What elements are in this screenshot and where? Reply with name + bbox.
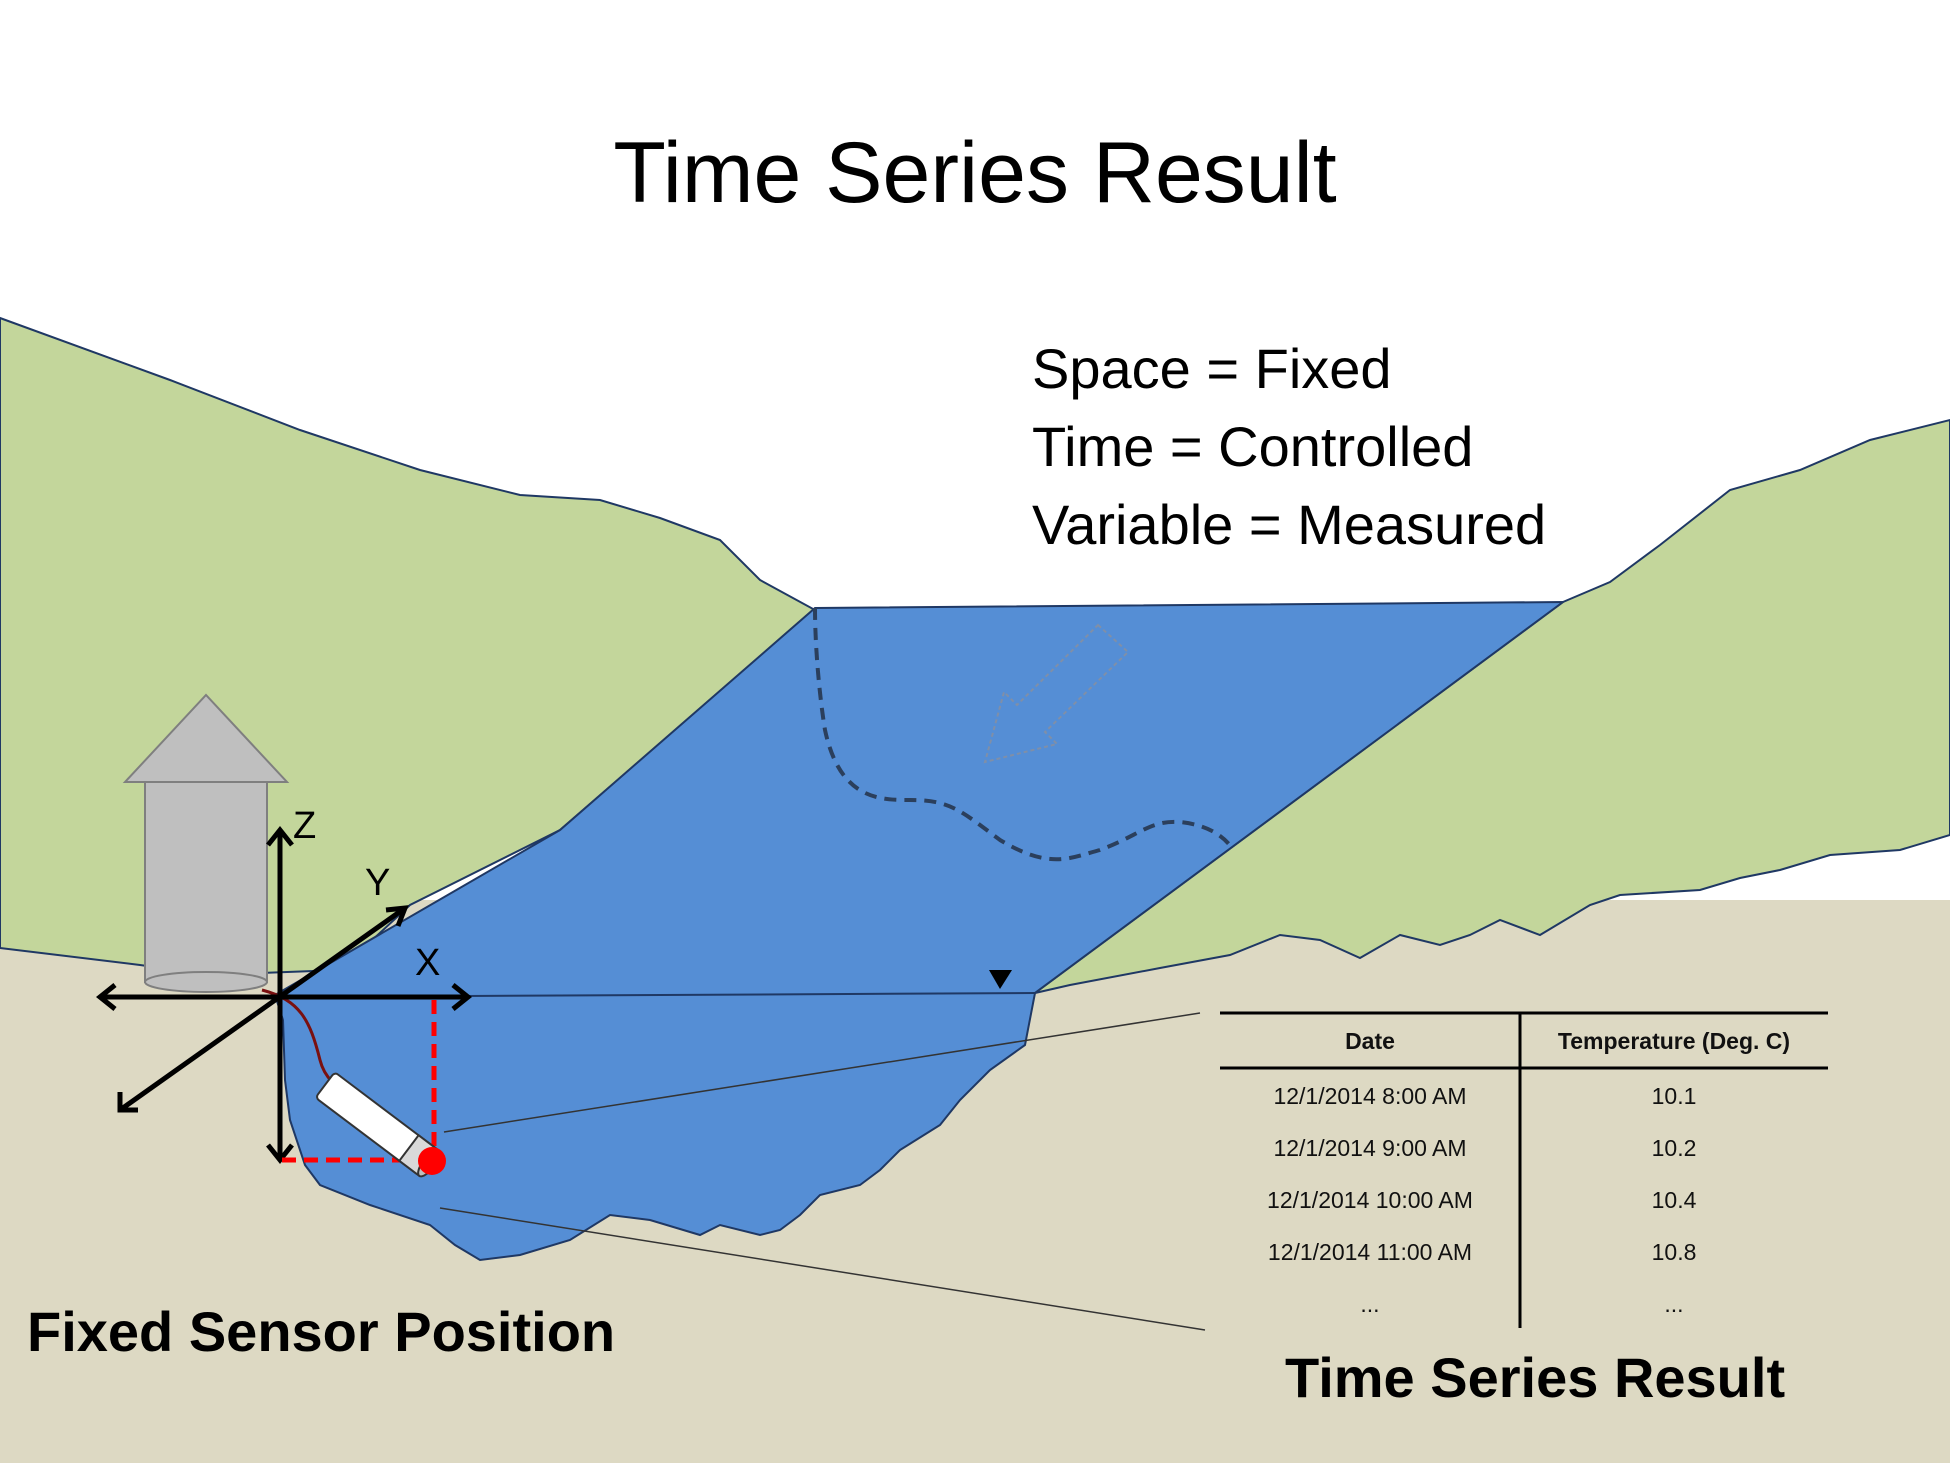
caption-sensor-position: Fixed Sensor Position bbox=[27, 1300, 616, 1363]
caption-time-series-result: Time Series Result bbox=[1285, 1346, 1786, 1409]
table-cell-temperature: 10.4 bbox=[1652, 1187, 1697, 1213]
sensor-offset-lines bbox=[282, 1000, 437, 1163]
table-cell-date: 12/1/2014 11:00 AM bbox=[1268, 1239, 1472, 1265]
page-title: Time Series Result bbox=[613, 125, 1337, 221]
axis-label-y: Y bbox=[365, 862, 390, 904]
table-header-date: Date bbox=[1345, 1028, 1395, 1054]
table-cell-temperature: 10.8 bbox=[1652, 1239, 1697, 1265]
table-cell-temperature: 10.1 bbox=[1652, 1083, 1697, 1109]
conditions-list: Space = Fixed Time = Controlled Variable… bbox=[1032, 330, 1546, 564]
axis-label-x: X bbox=[415, 942, 440, 984]
condition-time: Time = Controlled bbox=[1032, 415, 1474, 478]
flow-boundary-line bbox=[813, 607, 1234, 862]
table-cell-date: 12/1/2014 9:00 AM bbox=[1273, 1135, 1466, 1161]
table-cell-date: 12/1/2014 10:00 AM bbox=[1267, 1187, 1473, 1213]
house-icon bbox=[122, 693, 290, 993]
time-series-table: Date Temperature (Deg. C) 12/1/2014 8:00… bbox=[1220, 1011, 1828, 1328]
coordinate-axes bbox=[95, 825, 473, 1165]
callout-line-bottom bbox=[439, 1207, 1206, 1331]
condition-variable: Variable = Measured bbox=[1032, 493, 1547, 556]
table-header-temperature: Temperature (Deg. C) bbox=[1558, 1028, 1790, 1054]
water-surface-marker-icon bbox=[989, 970, 1012, 989]
sensor-position-dot bbox=[418, 1147, 446, 1175]
table-cell-temperature: 10.2 bbox=[1652, 1135, 1697, 1161]
right-hill bbox=[1034, 418, 1950, 994]
flow-arrow-icon bbox=[983, 623, 1130, 764]
condition-space: Space = Fixed bbox=[1032, 337, 1392, 400]
table-cell-date: 12/1/2014 8:00 AM bbox=[1273, 1083, 1466, 1109]
table-cell-date: ... bbox=[1360, 1291, 1379, 1317]
water-body bbox=[273, 600, 1567, 1262]
table-cell-temperature: ... bbox=[1664, 1291, 1683, 1317]
callout-line-top bbox=[443, 1012, 1201, 1133]
axis-label-z: Z bbox=[293, 805, 316, 847]
